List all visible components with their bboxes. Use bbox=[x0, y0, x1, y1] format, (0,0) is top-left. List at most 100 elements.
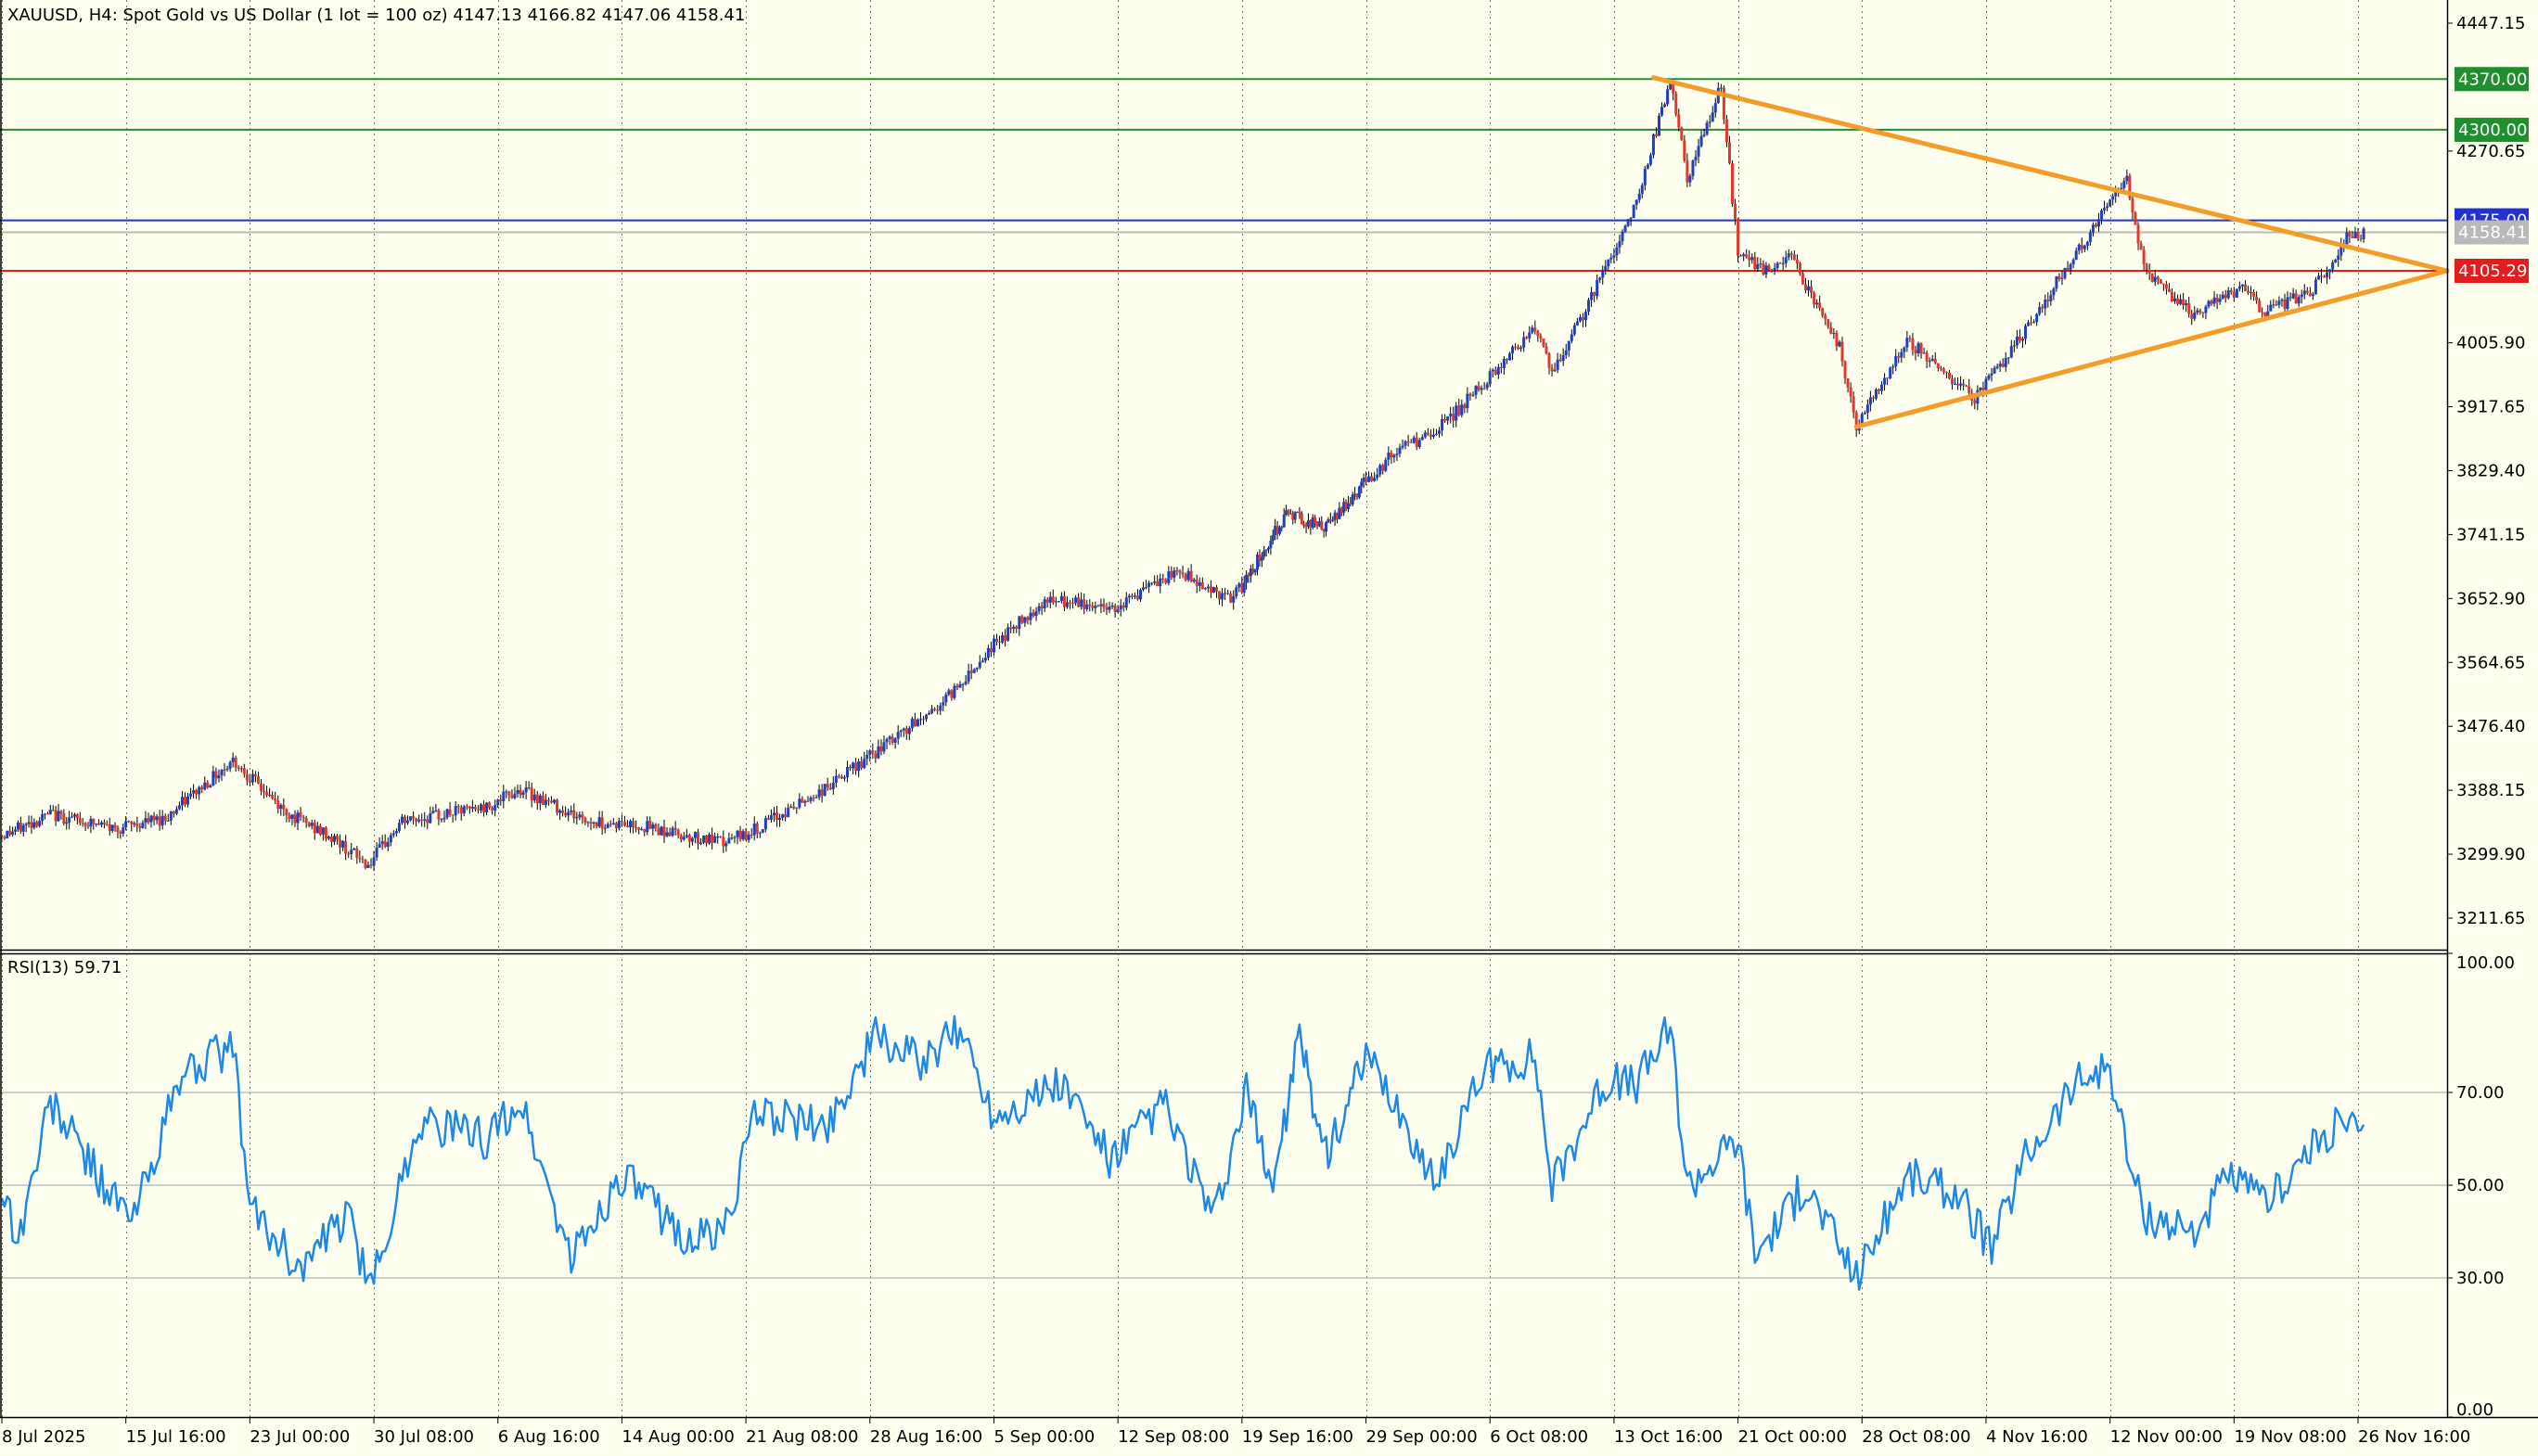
candle-body bbox=[1395, 453, 1399, 455]
candle-body bbox=[713, 836, 717, 843]
candle-body bbox=[2109, 199, 2112, 207]
candle-body bbox=[736, 830, 739, 837]
price-axis-label: 3388.15 bbox=[2456, 781, 2525, 800]
candle-body bbox=[1930, 358, 1934, 362]
candle-body bbox=[679, 835, 683, 840]
candle-body bbox=[2167, 288, 2171, 292]
triangle-pattern[interactable] bbox=[1650, 75, 2450, 429]
candle-body bbox=[245, 773, 249, 781]
candle-body bbox=[831, 783, 835, 790]
candle-body bbox=[1203, 588, 1207, 590]
triangle-upper-line[interactable] bbox=[1650, 75, 2450, 274]
price-axis-label: 3917.65 bbox=[2456, 398, 2525, 417]
candle-body bbox=[699, 842, 702, 845]
candle-body bbox=[92, 819, 96, 824]
candle-body bbox=[1468, 393, 1472, 396]
candle-body bbox=[1285, 510, 1288, 515]
candle-body bbox=[310, 823, 314, 826]
candle-body bbox=[1798, 263, 1801, 274]
candle-body bbox=[2164, 284, 2168, 289]
candle-body bbox=[1903, 347, 1906, 352]
candle-body bbox=[1245, 574, 1249, 583]
candle-body bbox=[1263, 550, 1266, 557]
candle-body bbox=[86, 825, 90, 827]
candle-body bbox=[1080, 599, 1083, 607]
candle-body bbox=[2337, 255, 2340, 261]
candle-body bbox=[1522, 337, 1526, 348]
candle-body bbox=[59, 811, 63, 814]
candle-body bbox=[263, 790, 266, 793]
candle-body bbox=[2288, 297, 2292, 299]
candle-body bbox=[1159, 578, 1162, 587]
candle-body bbox=[2261, 312, 2264, 313]
candle-body bbox=[1271, 534, 1275, 541]
candle-body bbox=[2006, 357, 2010, 359]
candle-body bbox=[553, 799, 557, 803]
candle-body bbox=[1443, 419, 1447, 421]
candle-body bbox=[400, 816, 404, 824]
candle-body bbox=[1240, 583, 1244, 593]
candle-body bbox=[2297, 297, 2301, 304]
candle-body bbox=[1871, 397, 1875, 399]
candle-body bbox=[1161, 578, 1165, 580]
candle-body bbox=[442, 817, 446, 820]
candle-body bbox=[1939, 368, 1942, 370]
candle-body bbox=[499, 799, 503, 801]
candle-body bbox=[541, 795, 545, 805]
candle-body bbox=[276, 800, 280, 810]
candle-body bbox=[1455, 405, 1458, 421]
candle-body bbox=[1787, 253, 1790, 258]
candle-body bbox=[1237, 583, 1241, 588]
candle-body bbox=[2252, 291, 2256, 297]
triangle-lower-line[interactable] bbox=[1853, 268, 2450, 429]
candle-body bbox=[510, 795, 514, 798]
price-axis-label: 4005.90 bbox=[2456, 334, 2525, 353]
candle-body bbox=[127, 821, 131, 823]
candle-body bbox=[1813, 292, 1816, 305]
candle-body bbox=[1392, 454, 1396, 458]
candle-body bbox=[116, 827, 120, 833]
candle-body bbox=[203, 782, 207, 790]
candle-body bbox=[1287, 510, 1290, 514]
candle-body bbox=[2320, 275, 2324, 277]
candle-body bbox=[538, 795, 542, 804]
candle-body bbox=[1731, 163, 1735, 204]
candle-body bbox=[2046, 300, 2050, 301]
candle-body bbox=[1178, 570, 1182, 573]
candle-body bbox=[1293, 512, 1297, 520]
candle-body bbox=[693, 832, 697, 838]
candle-body bbox=[1868, 397, 1872, 405]
candle-body bbox=[19, 822, 22, 832]
candle-body bbox=[468, 806, 471, 809]
candle-body bbox=[1674, 93, 1678, 115]
candle-body bbox=[1037, 606, 1041, 612]
time-axis-label: 14 Aug 00:00 bbox=[622, 1427, 734, 1447]
candle-body bbox=[1314, 517, 1317, 523]
candle-body bbox=[1925, 352, 1929, 362]
candle-body bbox=[206, 782, 210, 788]
candle-body bbox=[1846, 378, 1850, 388]
candle-body bbox=[967, 671, 970, 682]
candle-body bbox=[279, 804, 283, 810]
candle-body bbox=[586, 822, 590, 824]
candle-body bbox=[820, 789, 824, 796]
candle-body bbox=[1697, 146, 1700, 157]
time-axis-label: 6 Aug 16:00 bbox=[498, 1427, 600, 1447]
candle-body bbox=[1807, 286, 1811, 291]
candle-body bbox=[1962, 383, 1966, 386]
candle-body bbox=[1282, 514, 1286, 528]
candle-body bbox=[2018, 336, 2021, 341]
candle-body bbox=[1803, 284, 1807, 291]
candle-body bbox=[2071, 260, 2075, 265]
time-axis-label: 13 Oct 16:00 bbox=[1614, 1427, 1723, 1447]
candle-body bbox=[1750, 257, 1754, 261]
candle-body bbox=[2275, 304, 2278, 306]
time-axis-label: 26 Nov 16:00 bbox=[2358, 1427, 2470, 1447]
candle-body bbox=[1446, 415, 1450, 421]
candle-body bbox=[828, 787, 832, 790]
candle-body bbox=[975, 667, 979, 670]
candle-body bbox=[507, 791, 511, 796]
candle-body bbox=[1990, 373, 1993, 376]
